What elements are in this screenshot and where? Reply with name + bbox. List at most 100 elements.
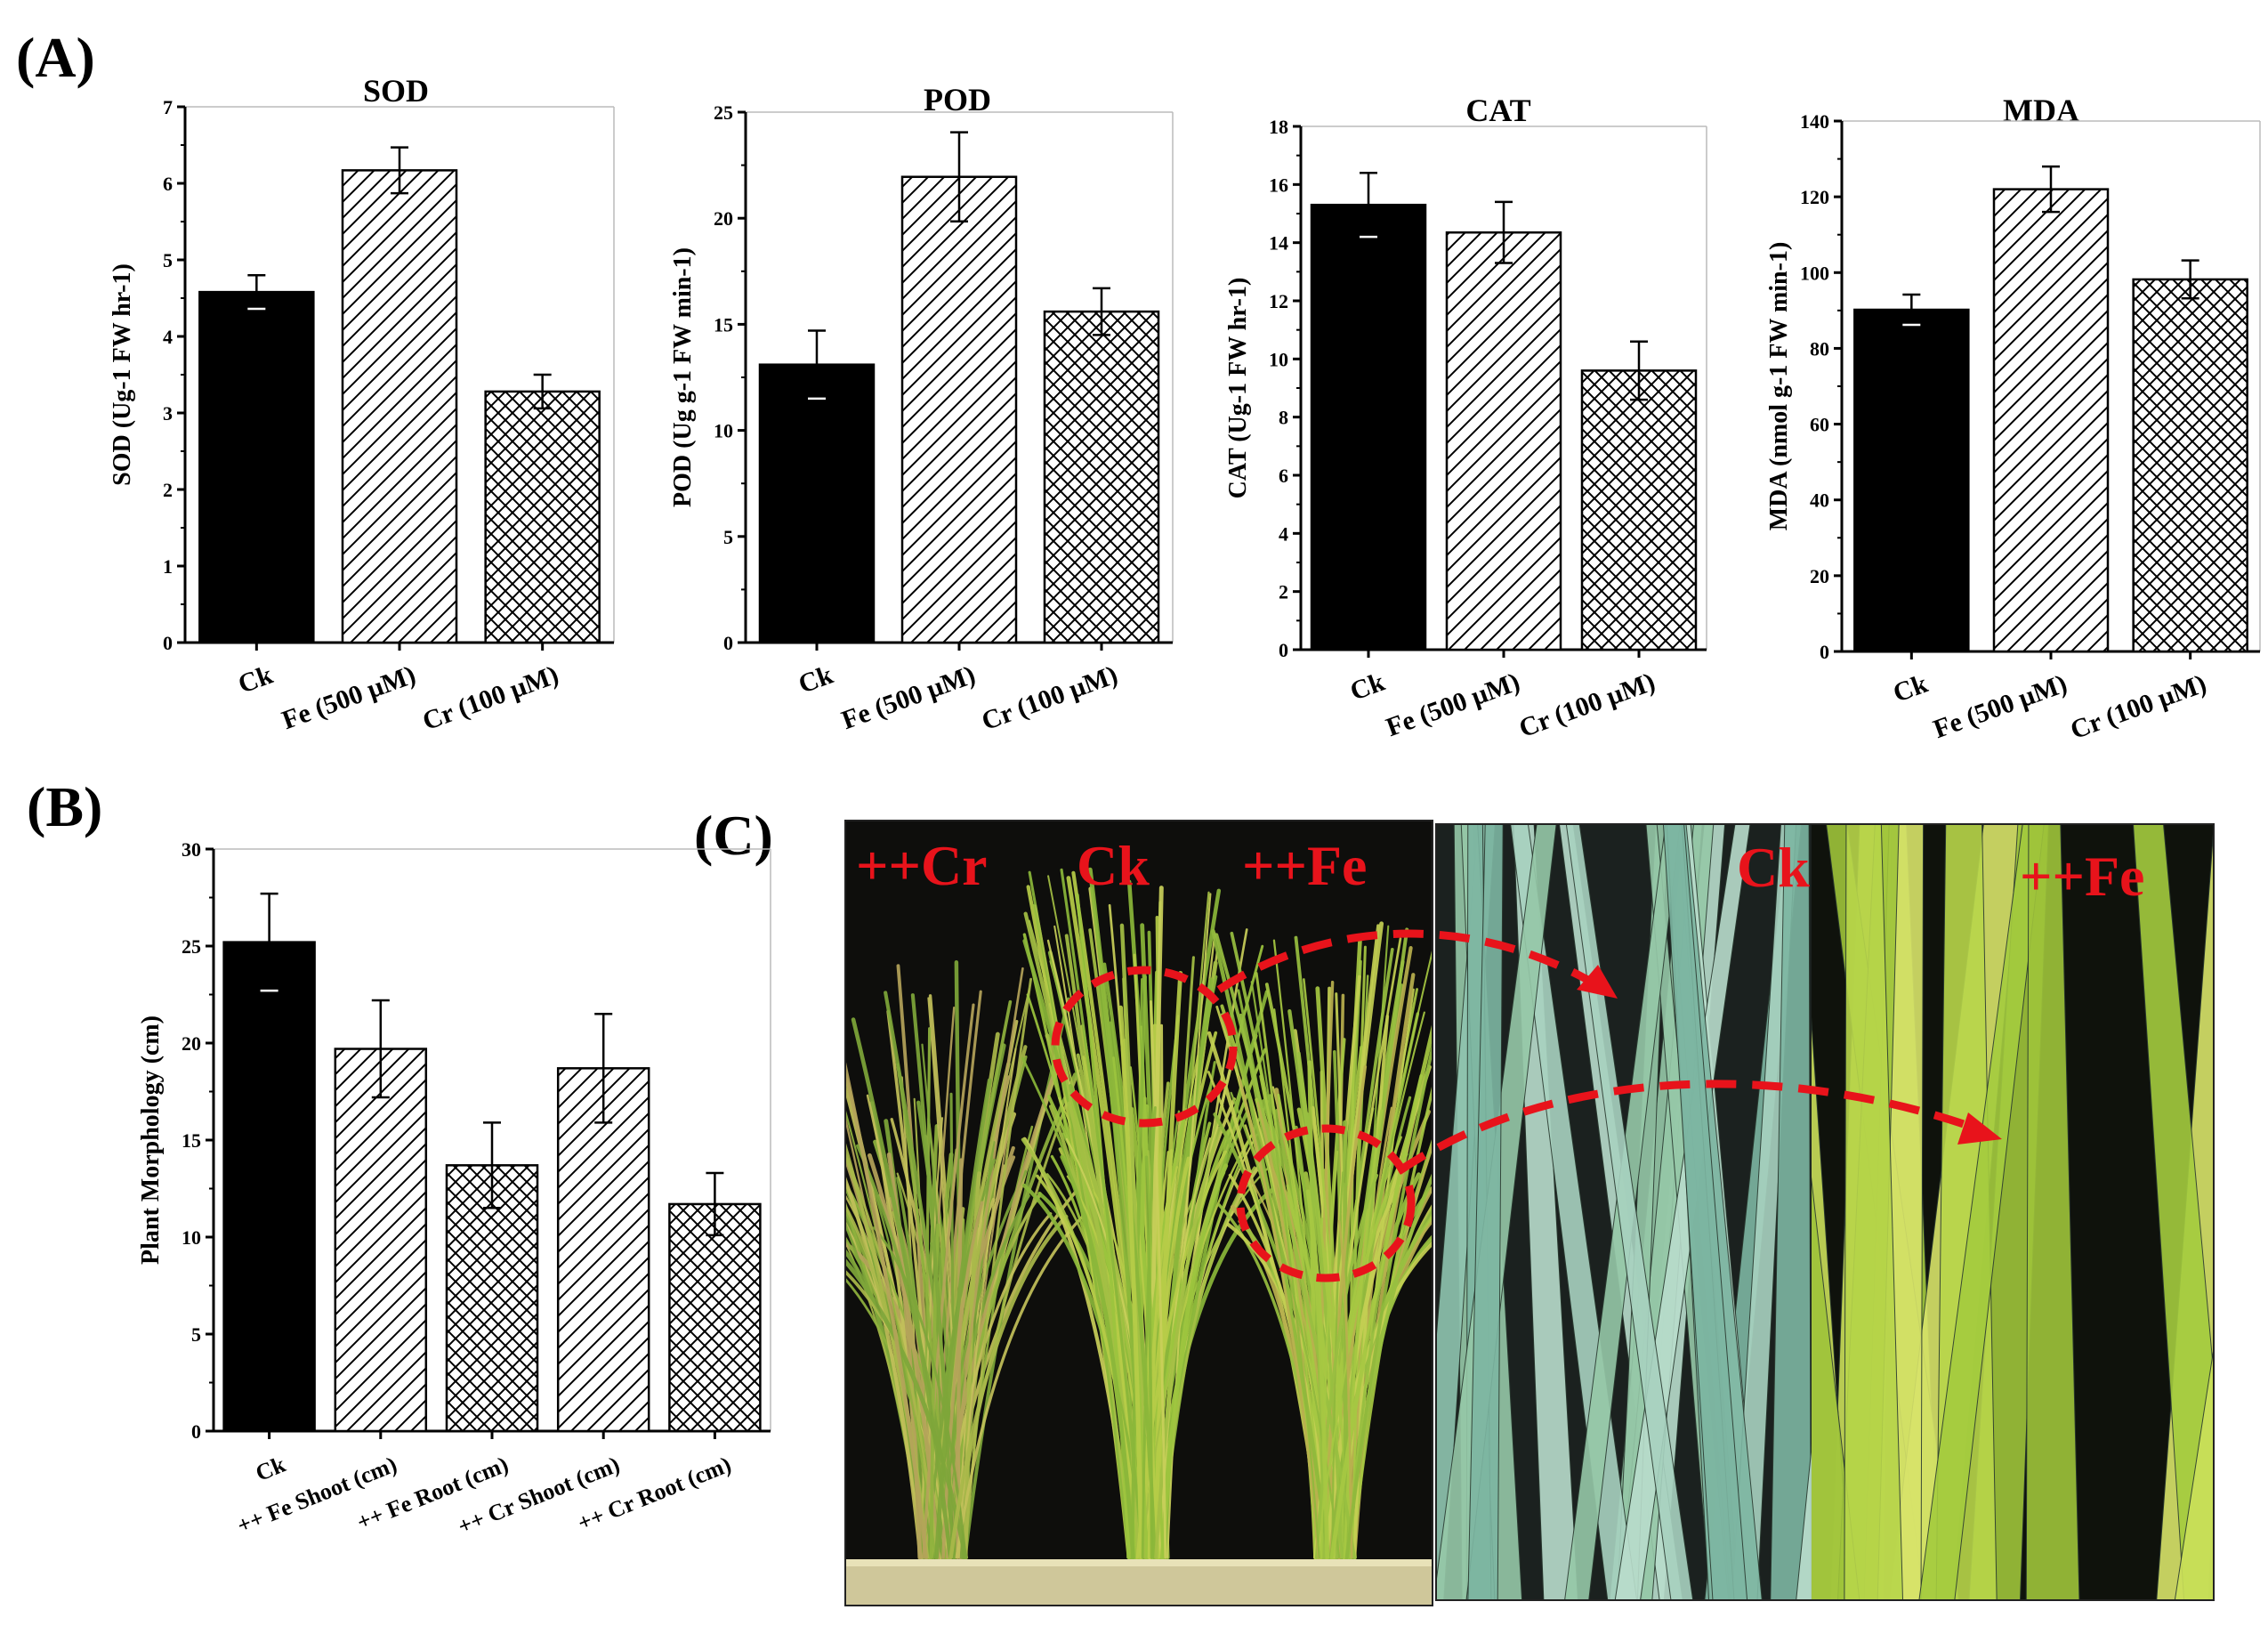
leaf-blade — [1467, 824, 1504, 1600]
x-category-label: Ck — [795, 659, 837, 699]
x-category-label: Fe (500 μM) — [1930, 669, 2071, 745]
y-tick-label: 15 — [714, 313, 733, 336]
y-axis-label: SOD (Ug-1 FW hr-1) — [109, 263, 136, 486]
photo-ck-closeup — [1436, 824, 1812, 1600]
x-category-label: Fe (500 μM) — [838, 660, 980, 736]
bar-sod-1 — [341, 169, 458, 644]
y-tick-label: 25 — [182, 935, 201, 958]
y-tick-label: 25 — [714, 101, 733, 124]
chart-title: CAT — [1465, 93, 1530, 128]
y-tick-label: 2 — [163, 479, 173, 501]
panel-label-c: (C) — [694, 804, 773, 867]
x-category-label: Ck — [252, 1451, 289, 1486]
bar-morph-4 — [668, 1202, 762, 1433]
leaf-blade — [1796, 1443, 1812, 1600]
y-tick-label: 10 — [714, 420, 733, 442]
bar-pod-2 — [1043, 310, 1160, 644]
rice-leaf — [934, 1078, 992, 1560]
y-tick-label: 12 — [1269, 290, 1288, 312]
rice-leaf — [1344, 1040, 1433, 1559]
bar-morph-0 — [222, 941, 316, 1433]
y-tick-label: 10 — [182, 1226, 201, 1249]
closeup-label-ck: Ck — [1737, 836, 1810, 899]
rice-leaf — [1314, 1173, 1379, 1559]
rice-leaf — [1315, 946, 1433, 1559]
chart-mda: MDA MDA (nmol g-1 FW min-1) 0 20 40 60 80 100 12… — [1765, 93, 2261, 746]
fe-highlight-circle — [1236, 1124, 1416, 1282]
y-tick-label: 0 — [191, 1420, 201, 1443]
y-tick-label: 80 — [1810, 337, 1829, 360]
rice-leaf — [1141, 1106, 1157, 1559]
y-tick-label: 18 — [1269, 116, 1288, 138]
y-tick-label: 0 — [1820, 641, 1829, 663]
fe-arrowhead-icon — [1957, 1112, 2002, 1145]
rice-leaf — [1250, 981, 1320, 1559]
bar-morph-2 — [445, 1164, 539, 1433]
bar-cat-0 — [1310, 203, 1427, 651]
rice-leaf — [1305, 1189, 1330, 1560]
rice-leaf — [1337, 1219, 1353, 1559]
ck-highlight-circle — [1051, 966, 1238, 1128]
x-category-label: Cr (100 μM) — [1515, 667, 1659, 744]
y-tick-label: 8 — [1279, 407, 1288, 429]
leaf-blade — [1918, 824, 2045, 1600]
y-tick-label: 16 — [1269, 174, 1288, 196]
leaf-blade — [2174, 1345, 2214, 1600]
rice-leaf — [1060, 868, 1144, 1559]
y-tick-label: 4 — [1279, 522, 1288, 545]
rice-leaf — [1060, 1154, 1135, 1560]
bar-pod-0 — [758, 363, 876, 644]
y-tick-label: 0 — [1279, 639, 1288, 661]
rice-leaf — [1215, 933, 1356, 1559]
x-category-label: Ck — [234, 659, 277, 699]
rice-leaf — [922, 1003, 975, 1559]
rice-leaf — [1166, 893, 1212, 1559]
rice-leaf — [845, 1193, 949, 1559]
y-tick-label: 5 — [723, 526, 733, 548]
leaf-blade — [1844, 824, 1904, 1600]
rice-leaf — [845, 1107, 937, 1559]
photo-whole-plants — [845, 821, 1433, 1606]
y-tick-label: 30 — [182, 838, 201, 861]
chart-title: SOD — [363, 73, 429, 109]
rice-leaf — [845, 1057, 928, 1560]
leaf-blade — [2025, 824, 2080, 1600]
y-tick-label: 4 — [163, 326, 173, 348]
y-tick-label: 15 — [182, 1129, 201, 1152]
panel-label-b: (B) — [27, 775, 102, 838]
photo-label-cr: ++Cr — [856, 834, 988, 897]
x-category-label: Ck — [1346, 667, 1389, 706]
rice-leaf — [872, 1226, 967, 1559]
ck-arrow — [1216, 929, 1595, 993]
chart-title: MDA — [2003, 93, 2079, 128]
x-category-label: Cr (100 μM) — [2067, 669, 2210, 746]
bar-morph-1 — [334, 1048, 428, 1433]
rice-leaf — [1067, 1101, 1137, 1560]
y-tick-label: 40 — [1810, 489, 1829, 512]
rice-leaf — [1331, 1171, 1344, 1559]
y-tick-label: 10 — [1269, 348, 1288, 370]
y-axis-label: MDA (nmol g-1 FW min-1) — [1765, 242, 1793, 531]
y-tick-label: 6 — [163, 173, 173, 195]
rice-leaf — [941, 1201, 984, 1559]
y-tick-label: 2 — [1279, 581, 1288, 603]
rice-leaf — [1036, 1174, 1142, 1559]
y-tick-label: 20 — [714, 207, 733, 230]
y-tick-label: 1 — [163, 555, 173, 578]
y-tick-label: 6 — [1279, 465, 1288, 487]
ck-arrowhead-icon — [1577, 965, 1618, 999]
photo-label-ck: Ck — [1077, 834, 1150, 897]
y-tick-label: 5 — [163, 249, 173, 271]
chart-cat: CAT CAT (Ug-1 FW hr-1) 0 2 4 6 8 10 12 14 16 18 CkFe… — [1224, 93, 1707, 743]
x-category-label: Cr (100 μM) — [419, 660, 562, 737]
rice-leaf — [1350, 1082, 1433, 1559]
rice-leaf — [948, 1214, 1069, 1560]
x-category-label: Cr (100 μM) — [978, 660, 1121, 737]
closeup-label-fe: ++Fe — [2020, 845, 2144, 908]
y-tick-label: 60 — [1810, 414, 1829, 436]
y-tick-label: 20 — [182, 1032, 201, 1055]
rice-leaf — [1144, 1155, 1154, 1559]
